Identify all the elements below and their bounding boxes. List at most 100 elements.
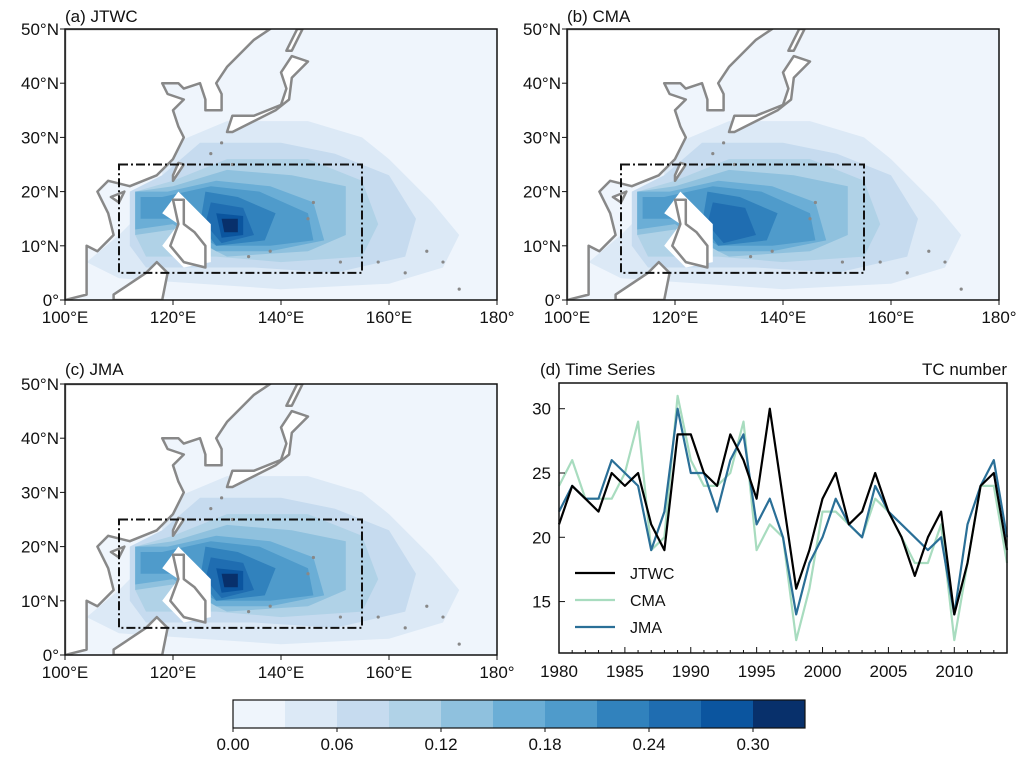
series-line-jtwc	[557, 407, 1009, 616]
x-tick-label: 180°	[479, 308, 514, 327]
y-tick-label: 20°N	[523, 183, 561, 202]
island	[457, 642, 461, 646]
legend-label: JMA	[630, 620, 662, 637]
island	[268, 604, 272, 608]
island	[311, 200, 315, 205]
island	[749, 255, 753, 259]
colorbar-tick-label: 0.30	[736, 735, 769, 754]
colorbar-tick-label: 0.24	[632, 735, 665, 754]
island	[376, 260, 380, 264]
island	[441, 260, 445, 264]
colorbar-tick-label: 0.06	[320, 735, 353, 754]
colorbar-bin	[545, 700, 598, 728]
island	[268, 249, 272, 253]
y-tick-label: 30°N	[21, 483, 59, 502]
time-series-panel: 1980 1985 1990 1995 2000 2005 2010 15 20 25 30 JTWC…	[532, 382, 1009, 681]
x-tick-label: 2000	[804, 662, 842, 681]
island	[878, 260, 882, 264]
colorbar-bin	[597, 700, 650, 728]
island	[441, 615, 445, 619]
map-area	[65, 29, 497, 300]
coastline	[109, 190, 126, 204]
x-tick-label: 180°	[479, 663, 514, 682]
colorbar-bin	[649, 700, 702, 728]
density-contour-level-10	[221, 573, 238, 588]
island	[711, 152, 715, 156]
x-tick-label: 120°E	[652, 308, 699, 327]
map-panel-jtwc: 100°E 120°E 140°E 160°E 180° 0° 10°N 20°N 30°N 40…	[21, 20, 515, 327]
island	[376, 615, 380, 619]
x-tick-label: 100°E	[544, 308, 591, 327]
y-tick-label: 50°N	[523, 20, 561, 39]
island	[813, 200, 818, 205]
x-tick-label: 160°E	[366, 308, 413, 327]
island	[403, 626, 407, 630]
y-tick-label: 25	[532, 464, 551, 483]
legend-label: CMA	[630, 593, 666, 610]
island	[306, 572, 310, 576]
y-tick-label: 40°N	[21, 429, 59, 448]
x-tick-label: 180°	[981, 308, 1016, 327]
coastline	[567, 29, 774, 300]
island	[209, 507, 213, 511]
y-tick-label: 15	[532, 593, 551, 612]
coastline	[611, 190, 628, 204]
y-tick-label: 50°N	[21, 375, 59, 394]
island	[722, 141, 726, 145]
map-area	[567, 29, 999, 300]
x-tick-label: 100°E	[42, 308, 89, 327]
map-panel-cma: 100°E 120°E 140°E 160°E 180° 0° 10°N 20°N 30°N 40…	[523, 20, 1017, 327]
coastline	[65, 384, 272, 655]
x-tick-label: 140°E	[258, 663, 305, 682]
y-tick-label: 10°N	[21, 592, 59, 611]
island	[209, 152, 213, 156]
x-tick-label: 140°E	[760, 308, 807, 327]
y-tick-label: 20	[532, 528, 551, 547]
legend-label: JTWC	[630, 566, 674, 583]
island	[457, 287, 461, 291]
coastline	[169, 198, 207, 269]
colorbar-bin	[337, 700, 390, 728]
y-tick-label: 0°	[43, 291, 59, 310]
colorbar-bin	[701, 700, 754, 728]
island	[403, 271, 407, 275]
coastline	[225, 54, 310, 134]
coastline	[169, 553, 207, 624]
island	[247, 610, 251, 614]
island	[943, 260, 947, 264]
x-tick-label: 1980	[540, 662, 578, 681]
island	[808, 217, 812, 221]
region-box	[118, 518, 363, 629]
coastline	[225, 409, 310, 489]
island	[338, 260, 342, 264]
y-tick-label: 20°N	[21, 183, 59, 202]
x-tick-label: 2010	[935, 662, 973, 681]
island	[220, 496, 224, 500]
island	[338, 615, 342, 619]
colorbar-bin	[285, 700, 338, 728]
x-tick-label: 160°E	[868, 308, 915, 327]
colorbar: 0.00 0.06 0.12 0.18 0.24 0.30	[216, 699, 806, 754]
x-tick-label: 120°E	[150, 308, 197, 327]
x-tick-label: 140°E	[258, 308, 305, 327]
panel-title-d: (d) Time Series	[540, 360, 655, 379]
y-tick-label: 30°N	[21, 128, 59, 147]
plot-background	[559, 383, 1007, 653]
island	[770, 249, 774, 253]
colorbar-frame	[232, 699, 806, 729]
island	[905, 271, 909, 275]
panel-title-c: (c) JMA	[65, 360, 124, 379]
coastline	[285, 384, 304, 407]
map-panel-jma: 100°E 120°E 140°E 160°E 180° 0° 10°N 20°N 30°N 40…	[21, 375, 515, 682]
y-tick-label: 10°N	[21, 237, 59, 256]
coastline	[787, 29, 806, 52]
colorbar-bin	[493, 700, 546, 728]
island	[306, 217, 310, 221]
colorbar-bin	[389, 700, 442, 728]
coastline	[171, 516, 186, 538]
coastline	[673, 161, 688, 183]
colorbar-bin	[753, 700, 806, 728]
coastline	[171, 161, 186, 183]
x-tick-label: 120°E	[150, 663, 197, 682]
map-area	[65, 384, 497, 655]
